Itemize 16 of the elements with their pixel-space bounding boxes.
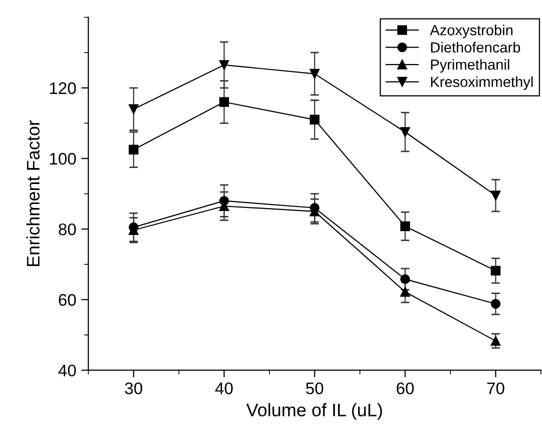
y-tick-label: 40 xyxy=(58,364,76,376)
x-axis-title: Volume of IL (uL) xyxy=(246,403,382,420)
y-tick-label: 100 xyxy=(50,152,76,165)
y-axis-title: Enrichment Factor xyxy=(26,120,40,266)
legend-label: Pyrimethanil xyxy=(431,59,510,73)
x-tick-label: 50 xyxy=(306,382,324,394)
x-tick-label: 60 xyxy=(396,382,414,394)
x-tick-label: 40 xyxy=(215,382,233,394)
y-tick-label: 120 xyxy=(50,82,76,94)
legend-label: Kresoximmethyl xyxy=(431,76,533,90)
legend-label: Azoxystrobin xyxy=(430,24,512,38)
y-tick-label: 80 xyxy=(58,223,76,236)
x-tick-label: 70 xyxy=(487,382,504,394)
x-tick-label: 30 xyxy=(124,382,142,394)
y-tick-label: 60 xyxy=(58,294,76,306)
legend-label: Diethofencarb xyxy=(431,42,520,53)
